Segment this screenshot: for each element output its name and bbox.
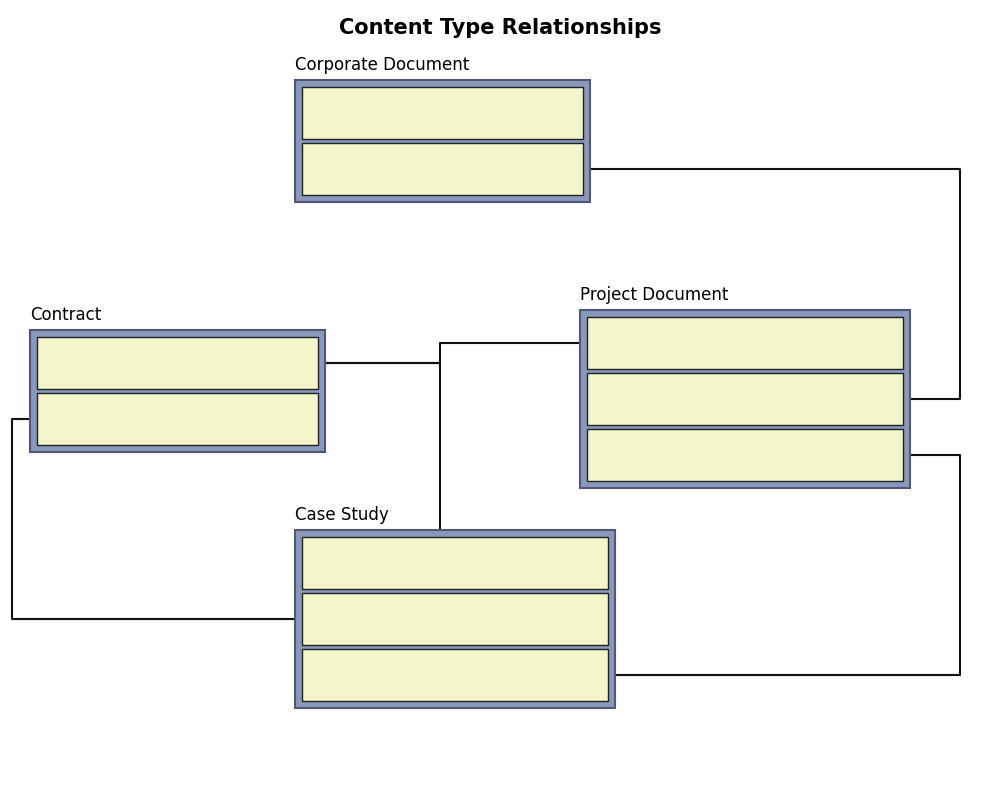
Bar [302,593,608,645]
Text: Document Type: Document Type [314,160,444,178]
Text: Client: Client [49,354,97,372]
Text: Year Created: Year Created [599,446,705,464]
Bar [302,537,608,589]
Bar [587,373,903,425]
Bar [302,649,608,701]
Text: Client: Client [314,554,362,572]
Bar [37,393,318,445]
Text: Content Type Relationships: Content Type Relationships [339,18,661,38]
Bar [295,80,590,202]
Bar [30,330,325,452]
Text: Services: Services [49,410,119,428]
Bar [580,310,910,488]
Bar [302,87,583,139]
Bar [295,530,615,708]
Text: Corporate Document: Corporate Document [295,56,469,74]
Text: Year Created: Year Created [314,666,420,684]
Text: Department: Department [314,104,415,122]
Text: Project Document: Project Document [580,286,728,304]
Text: Case Study: Case Study [295,506,389,524]
Bar [295,530,615,708]
Text: Service: Service [314,610,376,628]
Text: Client: Client [599,334,647,352]
Text: Contract: Contract [30,306,101,324]
Text: Document Type: Document Type [599,390,729,408]
Bar [587,317,903,369]
Bar [580,310,910,488]
Bar [302,143,583,195]
Bar [37,337,318,389]
Bar [587,429,903,481]
Bar [30,330,325,452]
Bar [295,80,590,202]
